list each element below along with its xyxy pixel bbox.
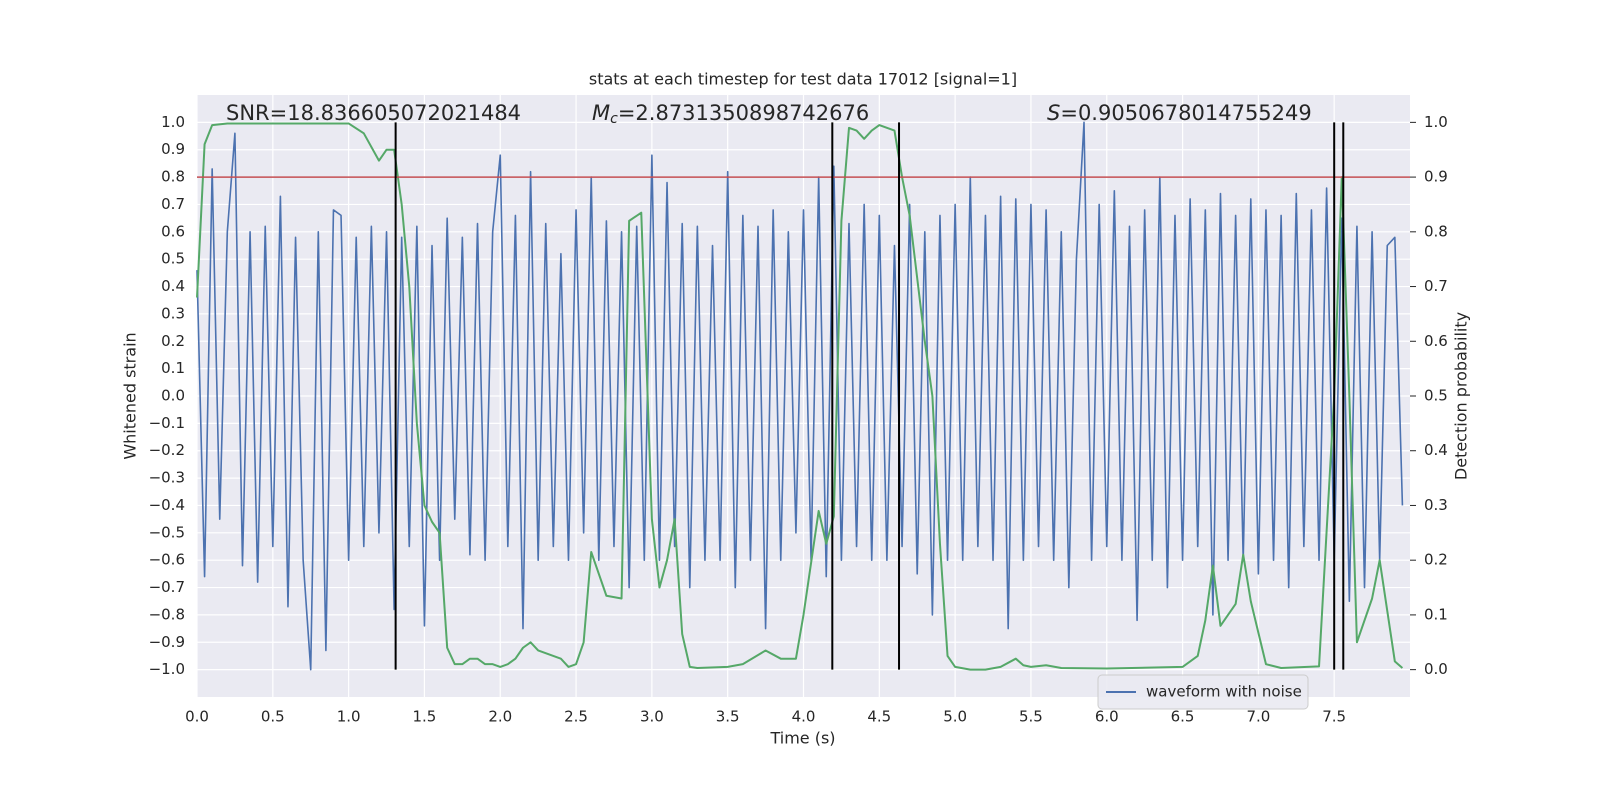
legend-label: waveform with noise	[1146, 683, 1302, 701]
chart-title: stats at each timestep for test data 170…	[589, 70, 1017, 89]
y-tick-label: −0.6	[149, 551, 185, 569]
x-tick-label: 1.5	[413, 708, 437, 726]
y2-tick-label: 0.0	[1424, 660, 1448, 678]
y-tick-label: −0.8	[149, 605, 185, 623]
y-tick-label: 0.3	[161, 304, 185, 322]
annotation: S=0.9050678014755249	[1047, 101, 1312, 125]
legend	[1097, 674, 1309, 710]
x-tick-label: 3.5	[716, 708, 740, 726]
y-tick-label: −0.9	[149, 633, 185, 651]
y-tick-label: 0.1	[161, 359, 185, 377]
y2-tick-label: 0.4	[1424, 441, 1448, 459]
y-tick-label: 0.6	[161, 222, 185, 240]
y-tick-label: 0.8	[161, 168, 185, 186]
y2-tick-label: 0.9	[1424, 168, 1448, 186]
y2-tick-label: 0.1	[1424, 605, 1448, 623]
annotation: Mc=2.8731350898742676	[592, 101, 869, 127]
x-tick-label: 0.0	[185, 708, 209, 726]
y2-tick-label: 0.7	[1424, 277, 1448, 295]
x-tick-label: 6.0	[1095, 708, 1119, 726]
x-tick-label: 2.0	[488, 708, 512, 726]
annotation-value: =2.8731350898742676	[618, 101, 869, 125]
y-tick-label: −0.1	[149, 414, 185, 432]
x-axis-label: Time (s)	[769, 729, 835, 748]
x-tick-label: 1.0	[337, 708, 361, 726]
y2-tick-label: 0.5	[1424, 387, 1448, 405]
annotation-symbol: M	[592, 101, 610, 125]
y2-tick-label: 0.2	[1424, 551, 1448, 569]
x-tick-label: 0.5	[261, 708, 285, 726]
annotation-symbol: S	[1047, 101, 1060, 125]
y-tick-label: −0.5	[149, 523, 185, 541]
y2-tick-label: 1.0	[1424, 113, 1448, 131]
y2-tick-label: 0.3	[1424, 496, 1448, 514]
y-tick-label: 0.7	[161, 195, 185, 213]
y-axis-label: Whitened strain	[121, 332, 140, 459]
y-tick-label: 1.0	[161, 113, 185, 131]
y2-tick-label: 0.8	[1424, 222, 1448, 240]
x-tick-label: 4.0	[792, 708, 816, 726]
y-tick-label: −0.2	[149, 441, 185, 459]
x-tick-label: 5.5	[1019, 708, 1043, 726]
x-tick-label: 2.5	[564, 708, 588, 726]
y-tick-label: 0.5	[161, 250, 185, 268]
y-tick-label: −0.7	[149, 578, 185, 596]
x-tick-label: 3.0	[640, 708, 664, 726]
y-tick-label: −1.0	[149, 660, 185, 678]
y-tick-label: −0.3	[149, 469, 185, 487]
x-tick-label: 7.0	[1246, 708, 1270, 726]
x-tick-label: 6.5	[1171, 708, 1195, 726]
annotation-subscript: c	[610, 111, 618, 127]
y-tick-label: 0.2	[161, 332, 185, 350]
x-tick-label: 5.0	[943, 708, 967, 726]
series-line	[196, 121, 1404, 671]
y2-tick-label: 0.6	[1424, 332, 1448, 350]
y-tick-label: 0.4	[161, 277, 185, 295]
x-tick-label: 4.5	[867, 708, 891, 726]
y2-axis-label: Detection probability	[1452, 312, 1471, 480]
x-tick-label: 7.5	[1322, 708, 1346, 726]
y-tick-label: −0.4	[149, 496, 185, 514]
annotation: SNR=18.836605072021484	[226, 101, 521, 125]
y-tick-label: 0.9	[161, 140, 185, 158]
y-tick-label: 0.0	[161, 387, 185, 405]
annotation-value: =0.9050678014755249	[1060, 101, 1311, 125]
series-line	[196, 122, 1404, 671]
